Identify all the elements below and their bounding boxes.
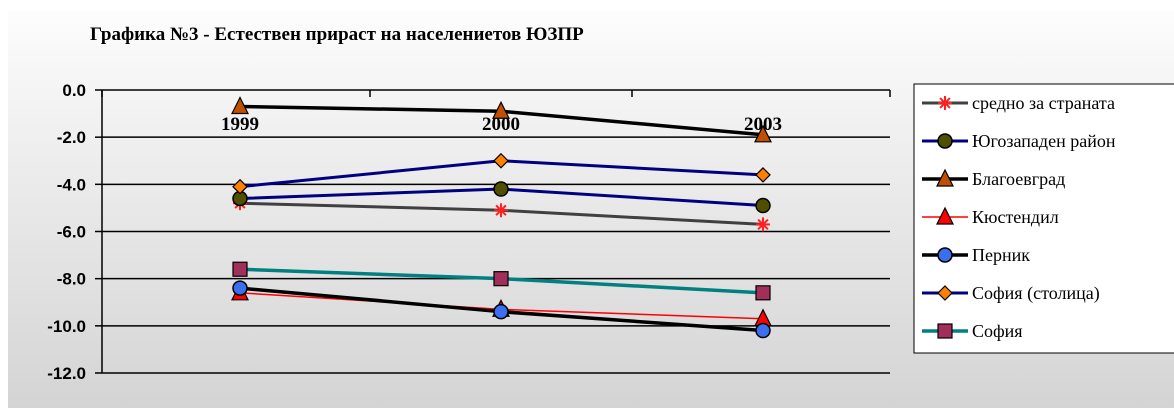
y-tick-label: -12.0 <box>47 364 86 383</box>
data-point <box>754 124 772 143</box>
category-label: 1999 <box>221 114 259 135</box>
data-point <box>493 152 509 169</box>
y-tick-label: -4.0 <box>57 175 86 194</box>
data-point <box>755 167 771 183</box>
y-tick-label: 0.0 <box>62 81 86 100</box>
data-point <box>493 303 509 320</box>
data-point <box>492 100 510 119</box>
data-point <box>756 217 770 232</box>
legend-label: средно за страната <box>972 93 1115 113</box>
y-tick-label: -2.0 <box>57 128 86 147</box>
data-point <box>232 261 248 277</box>
legend-label: Благоевград <box>972 169 1065 189</box>
data-point <box>231 96 249 115</box>
data-point <box>936 168 954 187</box>
data-point <box>232 280 248 296</box>
data-point <box>494 203 508 218</box>
data-point <box>937 247 953 263</box>
legend-box <box>913 83 1174 354</box>
legend-label: Перник <box>972 245 1030 265</box>
data-point <box>755 285 771 301</box>
data-point <box>937 133 953 149</box>
data-point <box>938 96 952 110</box>
data-point <box>755 322 771 339</box>
data-point <box>493 181 509 197</box>
legend-label: Кюстендил <box>972 207 1059 227</box>
legend-label: Югозападен район <box>972 131 1116 151</box>
legend-label: София (столица) <box>972 283 1100 304</box>
chart-title: Графика №3 - Естествен прираст на населе… <box>90 24 584 45</box>
data-point <box>937 323 953 339</box>
category-label: 2000 <box>482 114 520 135</box>
y-tick-label: -6.0 <box>57 223 86 242</box>
legend-label: София <box>972 321 1023 341</box>
data-point <box>232 178 248 195</box>
y-tick-label: -8.0 <box>57 270 86 289</box>
data-point <box>493 271 509 287</box>
data-point <box>755 197 771 214</box>
y-tick-label: -10.0 <box>47 317 86 336</box>
data-point <box>936 206 954 225</box>
data-point <box>937 285 953 301</box>
